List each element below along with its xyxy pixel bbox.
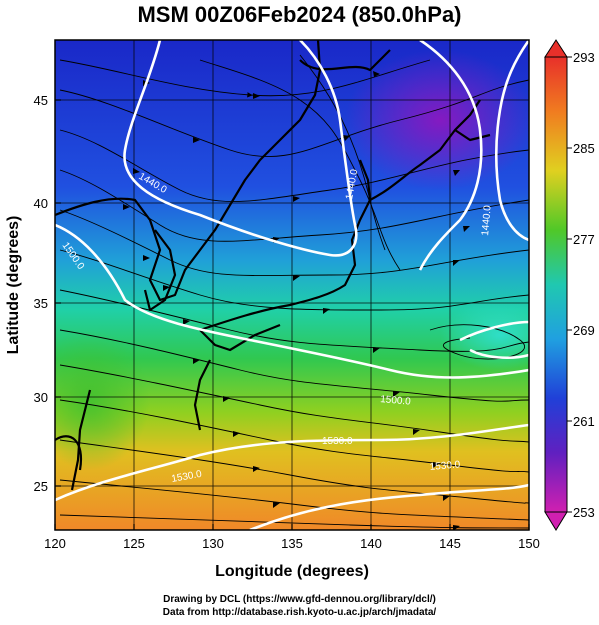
warm-tongue-region [440, 300, 529, 370]
y-tick-label: 40 [34, 196, 48, 211]
wind-streamlines [59, 54, 529, 529]
x-axis-title: Longitude (degrees) [215, 563, 369, 580]
y-axis-title: Latitude (degrees) [5, 216, 22, 355]
contour-1440-c [494, 40, 529, 242]
colorbar-top-arrow [544, 39, 568, 58]
x-tick-label: 145 [439, 536, 461, 551]
cold-core-region [345, 50, 529, 190]
contour-label: 1440.0 [480, 204, 494, 236]
contour-label: 1440.0 [344, 168, 360, 200]
contour-label: 1530.0 [429, 459, 461, 473]
warm-west-region [55, 330, 150, 470]
x-tick-labels: 120 125 130 135 140 145 150 [44, 536, 540, 551]
contour-1440-b [418, 40, 483, 271]
x-tick-label: 140 [360, 536, 382, 551]
colorbar-label: 253 [573, 505, 595, 520]
map-title: MSM 00Z06Feb2024 (850.0hPa) [137, 2, 462, 27]
x-tick-label: 120 [44, 536, 66, 551]
data-source-credit: Data from http://database.rish.kyoto-u.a… [162, 607, 437, 618]
contour-1530-b [249, 483, 529, 530]
colorbar: 293 285 277 269 261 253 [544, 39, 595, 531]
gridlines [55, 40, 529, 530]
y-tick-label: 45 [34, 93, 48, 108]
contour-label: 1500.0 [380, 394, 412, 408]
colorbar-scale [544, 56, 568, 513]
colorbar-label: 269 [573, 323, 595, 338]
wind-arrows [123, 71, 470, 530]
x-tick-label: 135 [281, 536, 303, 551]
colorbar-bottom-arrow [544, 511, 568, 531]
x-tick-label: 125 [123, 536, 145, 551]
contour-1530-a [55, 423, 529, 502]
contour-1440-a [123, 40, 358, 257]
y-tick-label: 30 [34, 390, 48, 405]
contour-1500 [55, 223, 529, 379]
colorbar-label: 293 [573, 50, 595, 65]
contour-label: 1530.0 [322, 436, 353, 447]
colorbar-label: 277 [573, 232, 595, 247]
contour-1500-loop [459, 320, 529, 360]
height-contours [55, 40, 529, 530]
coastlines [55, 40, 491, 491]
y-tick-label: 35 [34, 296, 48, 311]
drawing-credit: Drawing by DCL (https://www.gfd-dennou.o… [163, 594, 436, 605]
colorbar-label: 285 [573, 141, 595, 156]
x-tick-label: 150 [518, 536, 540, 551]
y-tick-labels: 45 40 35 30 25 [34, 93, 48, 494]
axis-ticks [54, 99, 530, 530]
colorbar-label: 261 [573, 414, 595, 429]
contour-label: 1530.0 [171, 469, 203, 485]
y-tick-label: 25 [34, 479, 48, 494]
x-tick-label: 130 [202, 536, 224, 551]
